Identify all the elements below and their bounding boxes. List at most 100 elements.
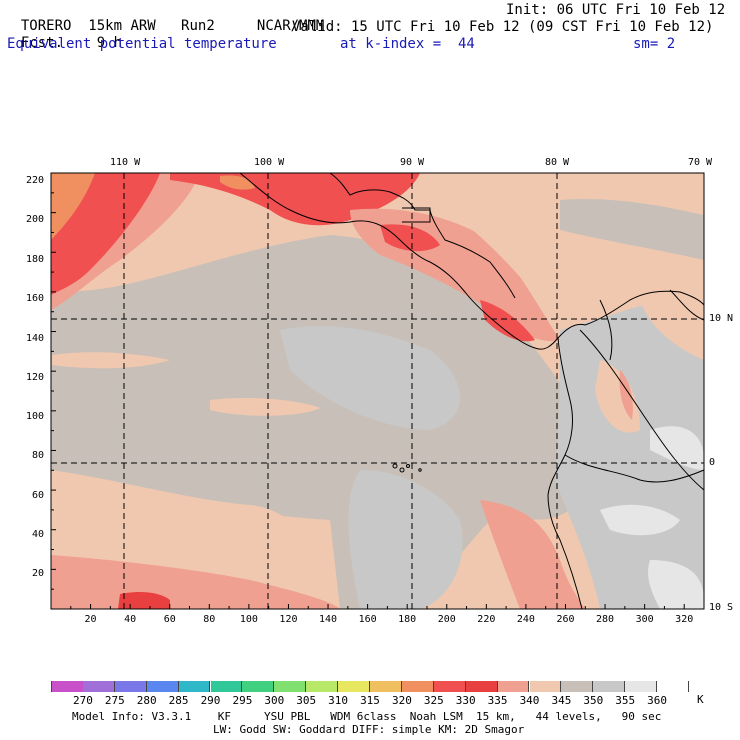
colorbar-level-270: 270 xyxy=(72,694,93,707)
lon-label-110w: 110 W xyxy=(110,157,141,168)
lat-label-0: 0 xyxy=(709,457,716,468)
model-resolution: 15km ARW xyxy=(88,18,156,34)
colorbar-unit: K xyxy=(697,693,704,706)
shade-nw-orange xyxy=(51,173,95,240)
colorbar-swatch xyxy=(178,681,211,692)
colorbar-swatch xyxy=(146,681,179,692)
galapagos-island-2 xyxy=(399,467,405,473)
colorbar-swatch xyxy=(529,681,562,692)
colorbar-swatch xyxy=(274,681,307,692)
colorbar-level-330: 330 xyxy=(455,694,476,707)
lat-label-10s: 10 S xyxy=(709,602,734,613)
y-tick-140: 140 xyxy=(25,333,44,344)
colorbar-level-310: 310 xyxy=(328,694,349,707)
fcst-label: Fcst. xyxy=(20,35,64,51)
colorbar-swatch xyxy=(401,681,434,692)
colorbar-swatch xyxy=(114,681,147,692)
lon-label-80w: 80 W xyxy=(545,157,570,168)
shade-peru-salmon xyxy=(480,500,585,609)
sa-border-3 xyxy=(599,299,613,361)
shade-ocean-lightgray xyxy=(280,326,460,430)
pacific-coast-sa xyxy=(547,337,583,610)
lon-label-70w: 70 W xyxy=(688,157,713,168)
model-name: TORERO xyxy=(20,18,72,34)
x-tick-320: 320 xyxy=(675,614,694,625)
y-tick-60: 60 xyxy=(31,490,44,501)
axis-ticks xyxy=(51,192,685,609)
colorbar-swatch xyxy=(657,681,689,692)
sa-border-1 xyxy=(579,329,705,491)
forecast-hour: Fcst. 9 h xyxy=(4,19,122,51)
colorbar-level-350: 350 xyxy=(583,694,604,707)
shade-costarica-red xyxy=(480,300,535,342)
shade-ocean-lightgray-2 xyxy=(348,470,463,609)
galapagos-island-1 xyxy=(392,463,398,469)
colorbar-level-335: 335 xyxy=(487,694,508,707)
sa-border-2 xyxy=(564,454,705,483)
colorbar-level-280: 280 xyxy=(136,694,157,707)
x-tick-240: 240 xyxy=(516,614,535,625)
y-tick-220: 220 xyxy=(25,175,44,186)
level-label: at k-index = 44 xyxy=(340,36,475,52)
colorbar-swatch xyxy=(306,681,339,692)
y-tick-40: 40 xyxy=(31,529,44,540)
colorbar-level-285: 285 xyxy=(168,694,189,707)
colorbar-swatch xyxy=(593,681,626,692)
sa-border-4 xyxy=(669,289,705,321)
shade-sa-white-1 xyxy=(650,426,704,470)
colorbar-level-360: 360 xyxy=(647,694,668,707)
y-tick-20: 20 xyxy=(31,568,44,579)
run-label: Run2 xyxy=(181,18,215,34)
field-shading xyxy=(51,173,704,609)
x-tick-160: 160 xyxy=(358,614,377,625)
shade-andes-salmon xyxy=(619,370,633,420)
coastlines xyxy=(239,172,705,610)
y-tick-120: 120 xyxy=(25,372,44,383)
colorbar-swatch xyxy=(465,681,498,692)
colorbar-swatch xyxy=(51,681,84,692)
colorbar-swatch xyxy=(625,681,658,692)
colorbar-swatch xyxy=(497,681,530,692)
colorbar-swatch xyxy=(561,681,594,692)
x-tick-280: 280 xyxy=(596,614,615,625)
y-tick-160: 160 xyxy=(25,293,44,304)
colorbar-level-355: 355 xyxy=(615,694,636,707)
caribbean-coast-sa xyxy=(584,290,705,326)
colorbar-level-345: 345 xyxy=(551,694,572,707)
shade-mexico-orange xyxy=(220,175,255,190)
shade-south-red xyxy=(118,592,170,609)
y-tick-80: 80 xyxy=(31,450,44,461)
y-tick-180: 180 xyxy=(25,254,44,265)
x-tick-20: 20 xyxy=(84,614,97,625)
y-tick-200: 200 xyxy=(25,214,44,225)
colorbar-level-295: 295 xyxy=(232,694,253,707)
init-time: Init: 06 UTC Fri 10 Feb 12 xyxy=(506,2,726,18)
colorbar-level-320: 320 xyxy=(391,694,412,707)
lon-label-100w: 100 W xyxy=(254,157,285,168)
colorbar-swatch xyxy=(242,681,275,692)
galapagos-island-3 xyxy=(406,464,410,468)
shade-sa-white-3 xyxy=(648,560,704,609)
x-tick-80: 80 xyxy=(203,614,216,625)
shade-sa-white-2 xyxy=(600,504,680,536)
x-tick-220: 220 xyxy=(477,614,496,625)
centam-borders xyxy=(329,172,516,299)
x-tick-300: 300 xyxy=(635,614,654,625)
x-tick-40: 40 xyxy=(124,614,137,625)
colorbar-swatch xyxy=(433,681,466,692)
colorbar-level-305: 305 xyxy=(296,694,317,707)
shade-caribbean-gray xyxy=(560,198,704,260)
colorbar-level-325: 325 xyxy=(423,694,444,707)
x-tick-60: 60 xyxy=(163,614,176,625)
shade-guatemala-red xyxy=(380,224,440,252)
lat-label-10n: 10 N xyxy=(709,313,734,324)
y-tick-100: 100 xyxy=(25,411,44,422)
x-tick-120: 120 xyxy=(279,614,298,625)
pacific-coast-centam xyxy=(239,172,586,350)
colorbar-level-340: 340 xyxy=(519,694,540,707)
belize-border xyxy=(402,207,431,223)
model-title: TORERO 15km ARW Run2 NCAR/MMM xyxy=(4,2,324,34)
model-info-line2: LW: Godd SW: Goddard DIFF: simple KM: 2D… xyxy=(213,723,525,736)
colorbar-level-275: 275 xyxy=(104,694,125,707)
